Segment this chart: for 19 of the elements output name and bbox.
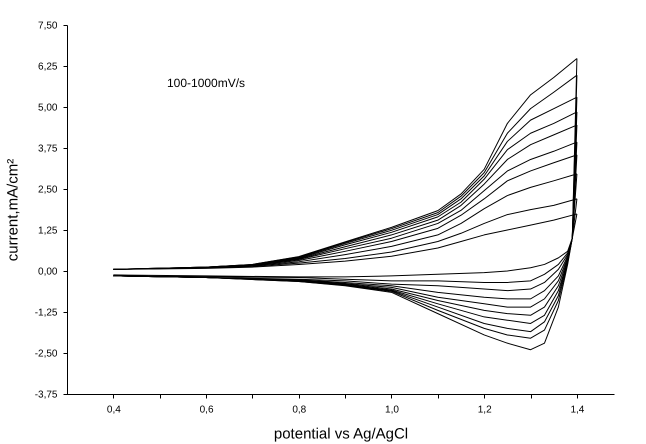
y-tick-label: -1,25	[34, 308, 58, 318]
x-tick-label: 0,6	[200, 404, 214, 416]
x-tick-label: 1,0	[385, 404, 400, 416]
y-tick-label: 7,50	[38, 20, 58, 32]
x-tick-label: 0,8	[292, 404, 307, 416]
annotation: 100-1000mV/s	[167, 76, 246, 90]
y-tick-label: -2,50	[34, 348, 58, 360]
y-axis-title: current,mA/cm²	[4, 158, 22, 262]
x-tick-label: 0,4	[106, 404, 122, 416]
x-axis-title: potential vs Ag/AgCl	[274, 426, 408, 442]
x-tick-label: 1,4	[570, 404, 585, 416]
y-tick-label: 6,25	[38, 62, 58, 72]
x-tick-label: 1,2	[478, 404, 492, 416]
y-tick-label: 3,75	[38, 144, 58, 154]
y-tick-label: 2,50	[38, 184, 58, 196]
y-tick-label: 0,00	[38, 266, 58, 278]
y-tick-label: 5,00	[38, 102, 58, 114]
y-tick-label: -3,75	[34, 390, 58, 400]
y-tick-label: 1,25	[38, 226, 58, 236]
